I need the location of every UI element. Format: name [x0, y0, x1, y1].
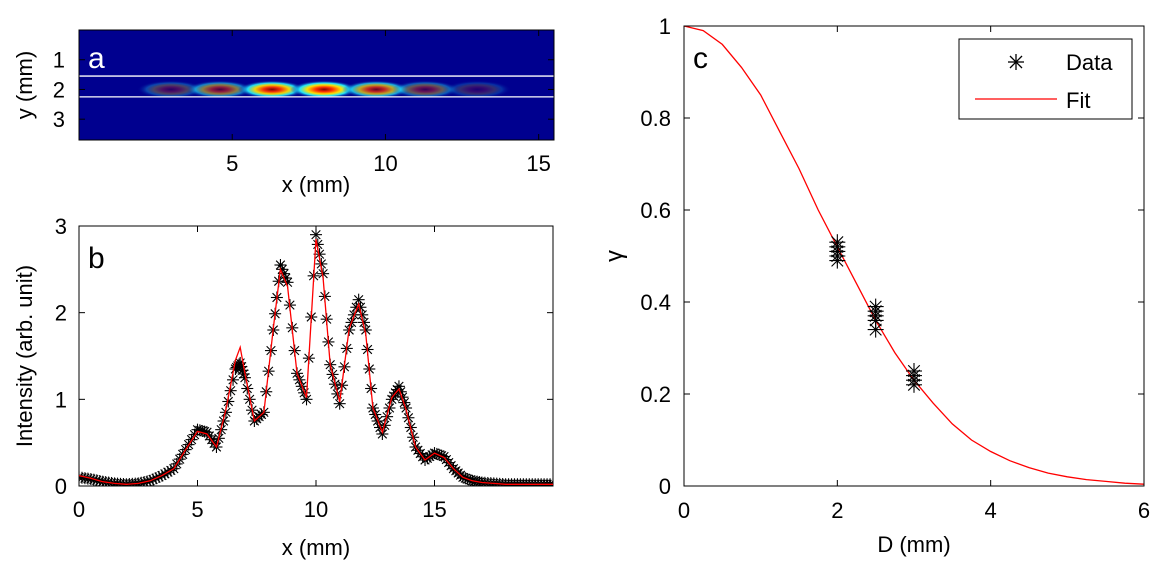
x-tick-label: 6: [1138, 498, 1150, 523]
x-tick-label: 2: [831, 498, 843, 523]
data-marker: [906, 363, 922, 379]
panel-a-label: a: [88, 42, 105, 75]
panel-c-x-ticks: 0 2 4 6: [678, 26, 1150, 523]
data-marker: [391, 383, 404, 396]
data-marker: [219, 406, 232, 419]
panel-c-legend: Data Fit: [958, 38, 1133, 120]
panel-b-xlabel: x (mm): [282, 535, 350, 560]
data-marker: [829, 234, 846, 251]
y-tick-label: 1: [55, 387, 67, 412]
x-tick-label: 0: [73, 497, 85, 522]
y-tick-label: 0: [55, 474, 67, 499]
legend-fit-label: Fit: [1066, 88, 1090, 113]
panel-c-plot-area: [684, 26, 1144, 485]
x-tick-label: 5: [226, 151, 238, 176]
panel-b-label: b: [88, 242, 105, 275]
y-tick-label: 0: [659, 474, 671, 499]
x-tick-label: 10: [373, 151, 397, 176]
legend-data-label: Data: [1066, 50, 1113, 75]
panel-a-y-ticks: 1 2 3: [53, 48, 554, 132]
y-tick-label: 0.4: [640, 290, 671, 315]
panel-c-label: c: [693, 42, 708, 75]
heatmap-spot: [391, 80, 460, 99]
y-tick-label: 0.2: [640, 382, 671, 407]
panel-c: 0 2 4 6 0 0.2 0.4 0.6 0.8 1 c D (mm) γ Data Fit: [601, 14, 1150, 557]
x-tick-label: 5: [191, 497, 203, 522]
panel-b-plot-area: [79, 228, 553, 486]
legend-data-marker: [1008, 54, 1024, 70]
y-tick-label: 0.8: [640, 106, 671, 131]
data-marker: [867, 321, 884, 338]
x-tick-label: 10: [304, 497, 328, 522]
x-tick-label: 0: [678, 498, 690, 523]
y-tick-label: 0.6: [640, 198, 671, 223]
fit-line: [79, 238, 553, 485]
y-tick-label: 3: [53, 107, 65, 132]
panel-b-y-ticks: 0 1 2 3: [55, 214, 553, 499]
panel-a-guide-lines: [79, 75, 554, 98]
y-tick-label: 2: [53, 77, 65, 102]
panel-b-frame: [78, 225, 554, 487]
heatmap-spot: [342, 80, 411, 99]
heatmap-spot: [238, 80, 307, 99]
x-tick-label: 4: [985, 498, 997, 523]
x-tick-label: 15: [422, 497, 446, 522]
data-marker: [867, 298, 884, 315]
panel-c-frame: [683, 25, 1145, 487]
panel-a-frame: [78, 29, 555, 141]
panel-c-y-ticks: 0 0.2 0.4 0.6 0.8 1: [640, 14, 1144, 499]
data-marker: [356, 308, 369, 321]
panel-b: 0 5 10 15 0 1 2 3 b x (mm) Intensity (arb. uni…: [12, 214, 554, 560]
heatmap-spot: [443, 80, 512, 99]
panel-a-xlabel: x (mm): [282, 172, 350, 197]
panel-b-ylabel: Intensity (arb. unit): [12, 265, 37, 447]
panel-b-x-ticks: 0 5 10 15: [73, 226, 447, 522]
y-tick-label: 1: [659, 14, 671, 39]
panel-c-ylabel: γ: [601, 250, 628, 262]
heatmap-spot: [136, 80, 205, 99]
data-marker: [333, 397, 346, 410]
y-tick-label: 2: [55, 301, 67, 326]
y-tick-label: 1: [53, 48, 65, 73]
heatmap-spot: [290, 80, 359, 99]
panel-a-ylabel: y (mm): [12, 51, 37, 119]
heatmap-spot: [185, 80, 254, 99]
panel-a-spots: [136, 80, 512, 99]
x-tick-label: 15: [526, 151, 550, 176]
panel-a-x-ticks: 5 10 15: [226, 30, 551, 176]
data-marker: [376, 428, 389, 440]
y-tick-label: 3: [55, 214, 67, 239]
legend-box: [958, 38, 1133, 120]
panel-c-xlabel: D (mm): [877, 532, 950, 557]
panel-a: 5 10 15 1 2 3 a x (mm) y (mm): [12, 29, 555, 197]
data-marker: [227, 373, 240, 386]
